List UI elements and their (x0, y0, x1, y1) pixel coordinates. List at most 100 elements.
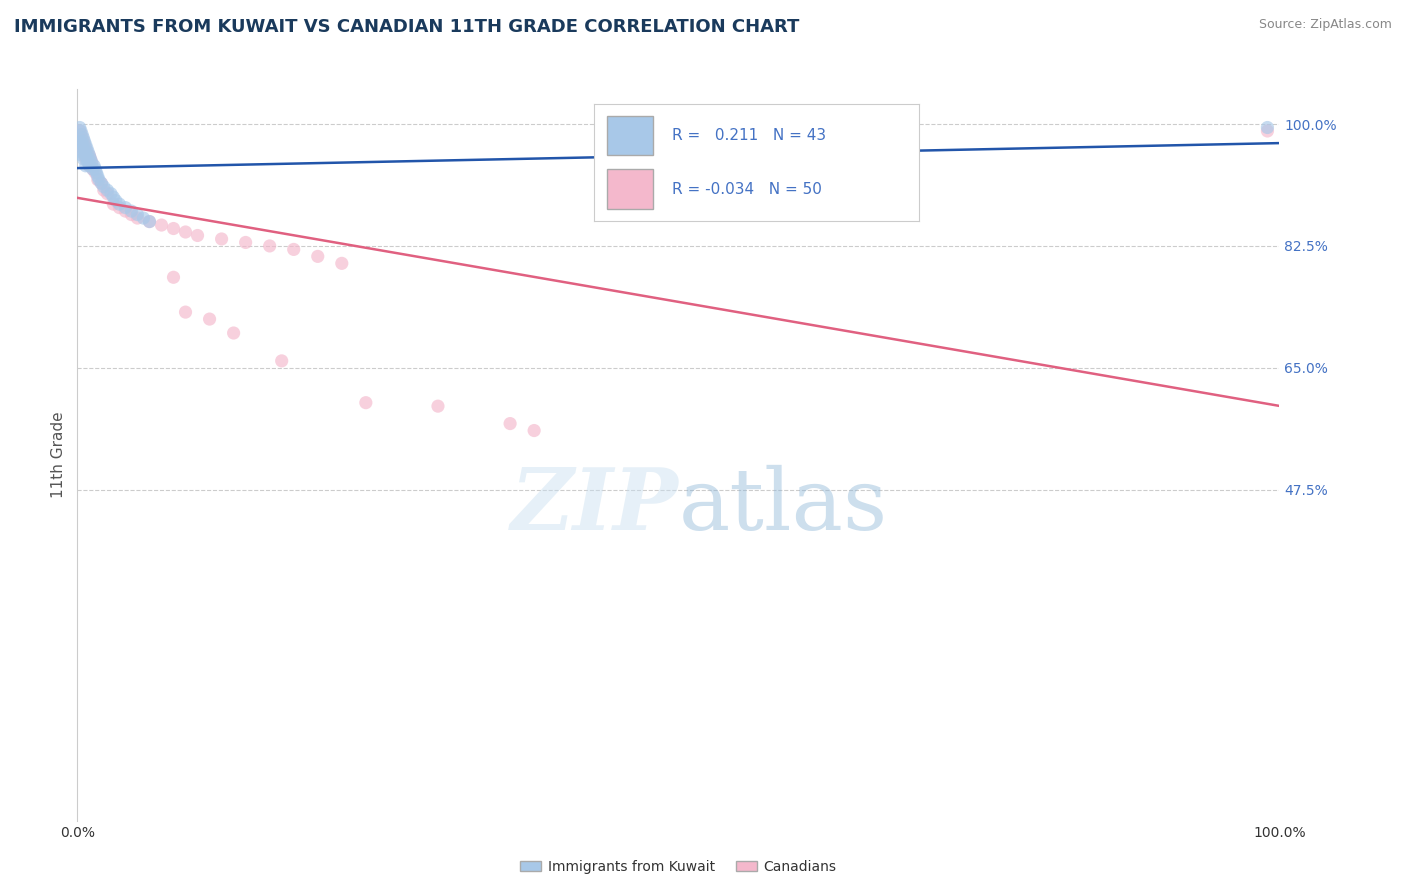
Point (82, 162, 104, 177)
Point (70, 148, 93, 162)
Point (198, 312, 221, 326)
Point (76, 145, 98, 159)
Point (70, 128, 93, 142)
Point (69, 120, 91, 135)
Point (235, 235, 257, 250)
Point (84, 166, 107, 180)
Text: ZIP: ZIP (510, 465, 679, 548)
Point (69, 124, 91, 138)
Point (103, 197, 125, 211)
Point (307, 249, 329, 263)
Point (79, 152, 101, 166)
Legend: Immigrants from Kuwait, Canadians: Immigrants from Kuwait, Canadians (515, 855, 842, 880)
Point (75, 137, 97, 152)
Point (132, 211, 155, 225)
Point (174, 225, 197, 239)
Point (127, 211, 149, 225)
Point (75, 159, 97, 173)
Point (70, 128, 93, 142)
Point (174, 305, 197, 319)
Point (76, 152, 98, 166)
Point (72, 152, 94, 166)
Point (259, 239, 281, 253)
Point (80, 155, 103, 169)
Text: R =   0.211   N = 43: R = 0.211 N = 43 (672, 128, 827, 143)
Point (499, 417, 522, 431)
Text: IMMIGRANTS FROM KUWAIT VS CANADIAN 11TH GRADE CORRELATION CHART: IMMIGRANTS FROM KUWAIT VS CANADIAN 11TH … (14, 18, 800, 36)
Point (93, 179, 115, 194)
Point (103, 190, 125, 204)
Point (354, 395, 377, 409)
Point (120, 208, 142, 222)
Point (96, 186, 118, 201)
Point (108, 197, 131, 211)
Point (72, 141, 94, 155)
Point (76, 141, 98, 155)
Point (187, 228, 209, 243)
Point (79, 159, 101, 173)
Point (104, 194, 127, 208)
Point (523, 424, 546, 438)
Point (75, 141, 97, 155)
Point (127, 208, 149, 222)
Point (100, 186, 122, 201)
Point (87, 169, 110, 184)
Point (84, 162, 107, 177)
Text: Source: ZipAtlas.com: Source: ZipAtlas.com (1258, 18, 1392, 31)
Point (83, 159, 105, 173)
Point (114, 204, 136, 219)
Point (138, 214, 160, 228)
Text: R = -0.034   N = 50: R = -0.034 N = 50 (672, 182, 823, 197)
Point (87, 173, 110, 187)
Point (108, 201, 131, 215)
Point (75, 148, 97, 162)
Point (79, 148, 101, 162)
Point (72, 135, 94, 149)
Point (79, 159, 101, 173)
Point (162, 221, 184, 235)
Point (72, 145, 94, 159)
Point (86, 166, 108, 180)
Point (70, 137, 93, 152)
Point (114, 201, 136, 215)
Point (77, 145, 100, 159)
Point (427, 399, 450, 413)
Point (79, 152, 101, 166)
Text: atlas: atlas (679, 465, 887, 548)
Point (162, 270, 184, 285)
Point (79, 148, 101, 162)
Point (80, 155, 103, 169)
Point (90, 176, 112, 190)
Point (283, 243, 305, 257)
Point (77, 155, 100, 169)
FancyBboxPatch shape (607, 116, 652, 155)
Point (73, 145, 96, 159)
Point (73, 148, 96, 162)
Point (1256, 124, 1278, 138)
Point (1256, 120, 1278, 135)
Point (87, 173, 110, 187)
Point (70, 131, 93, 145)
Point (72, 131, 94, 145)
Point (120, 204, 142, 219)
Point (70, 145, 93, 159)
Point (69, 135, 91, 149)
Point (211, 232, 233, 246)
Point (70, 141, 93, 155)
Point (222, 326, 245, 340)
Point (73, 135, 96, 149)
Point (93, 183, 115, 197)
Point (330, 256, 353, 270)
Point (75, 152, 97, 166)
FancyBboxPatch shape (607, 169, 652, 209)
Point (70, 124, 93, 138)
Point (150, 218, 173, 232)
Point (96, 183, 118, 197)
Y-axis label: 11th Grade: 11th Grade (51, 411, 66, 499)
Point (69, 135, 91, 149)
Point (138, 214, 160, 228)
Point (77, 148, 100, 162)
Point (73, 137, 96, 152)
Point (90, 176, 112, 190)
Point (270, 354, 292, 368)
